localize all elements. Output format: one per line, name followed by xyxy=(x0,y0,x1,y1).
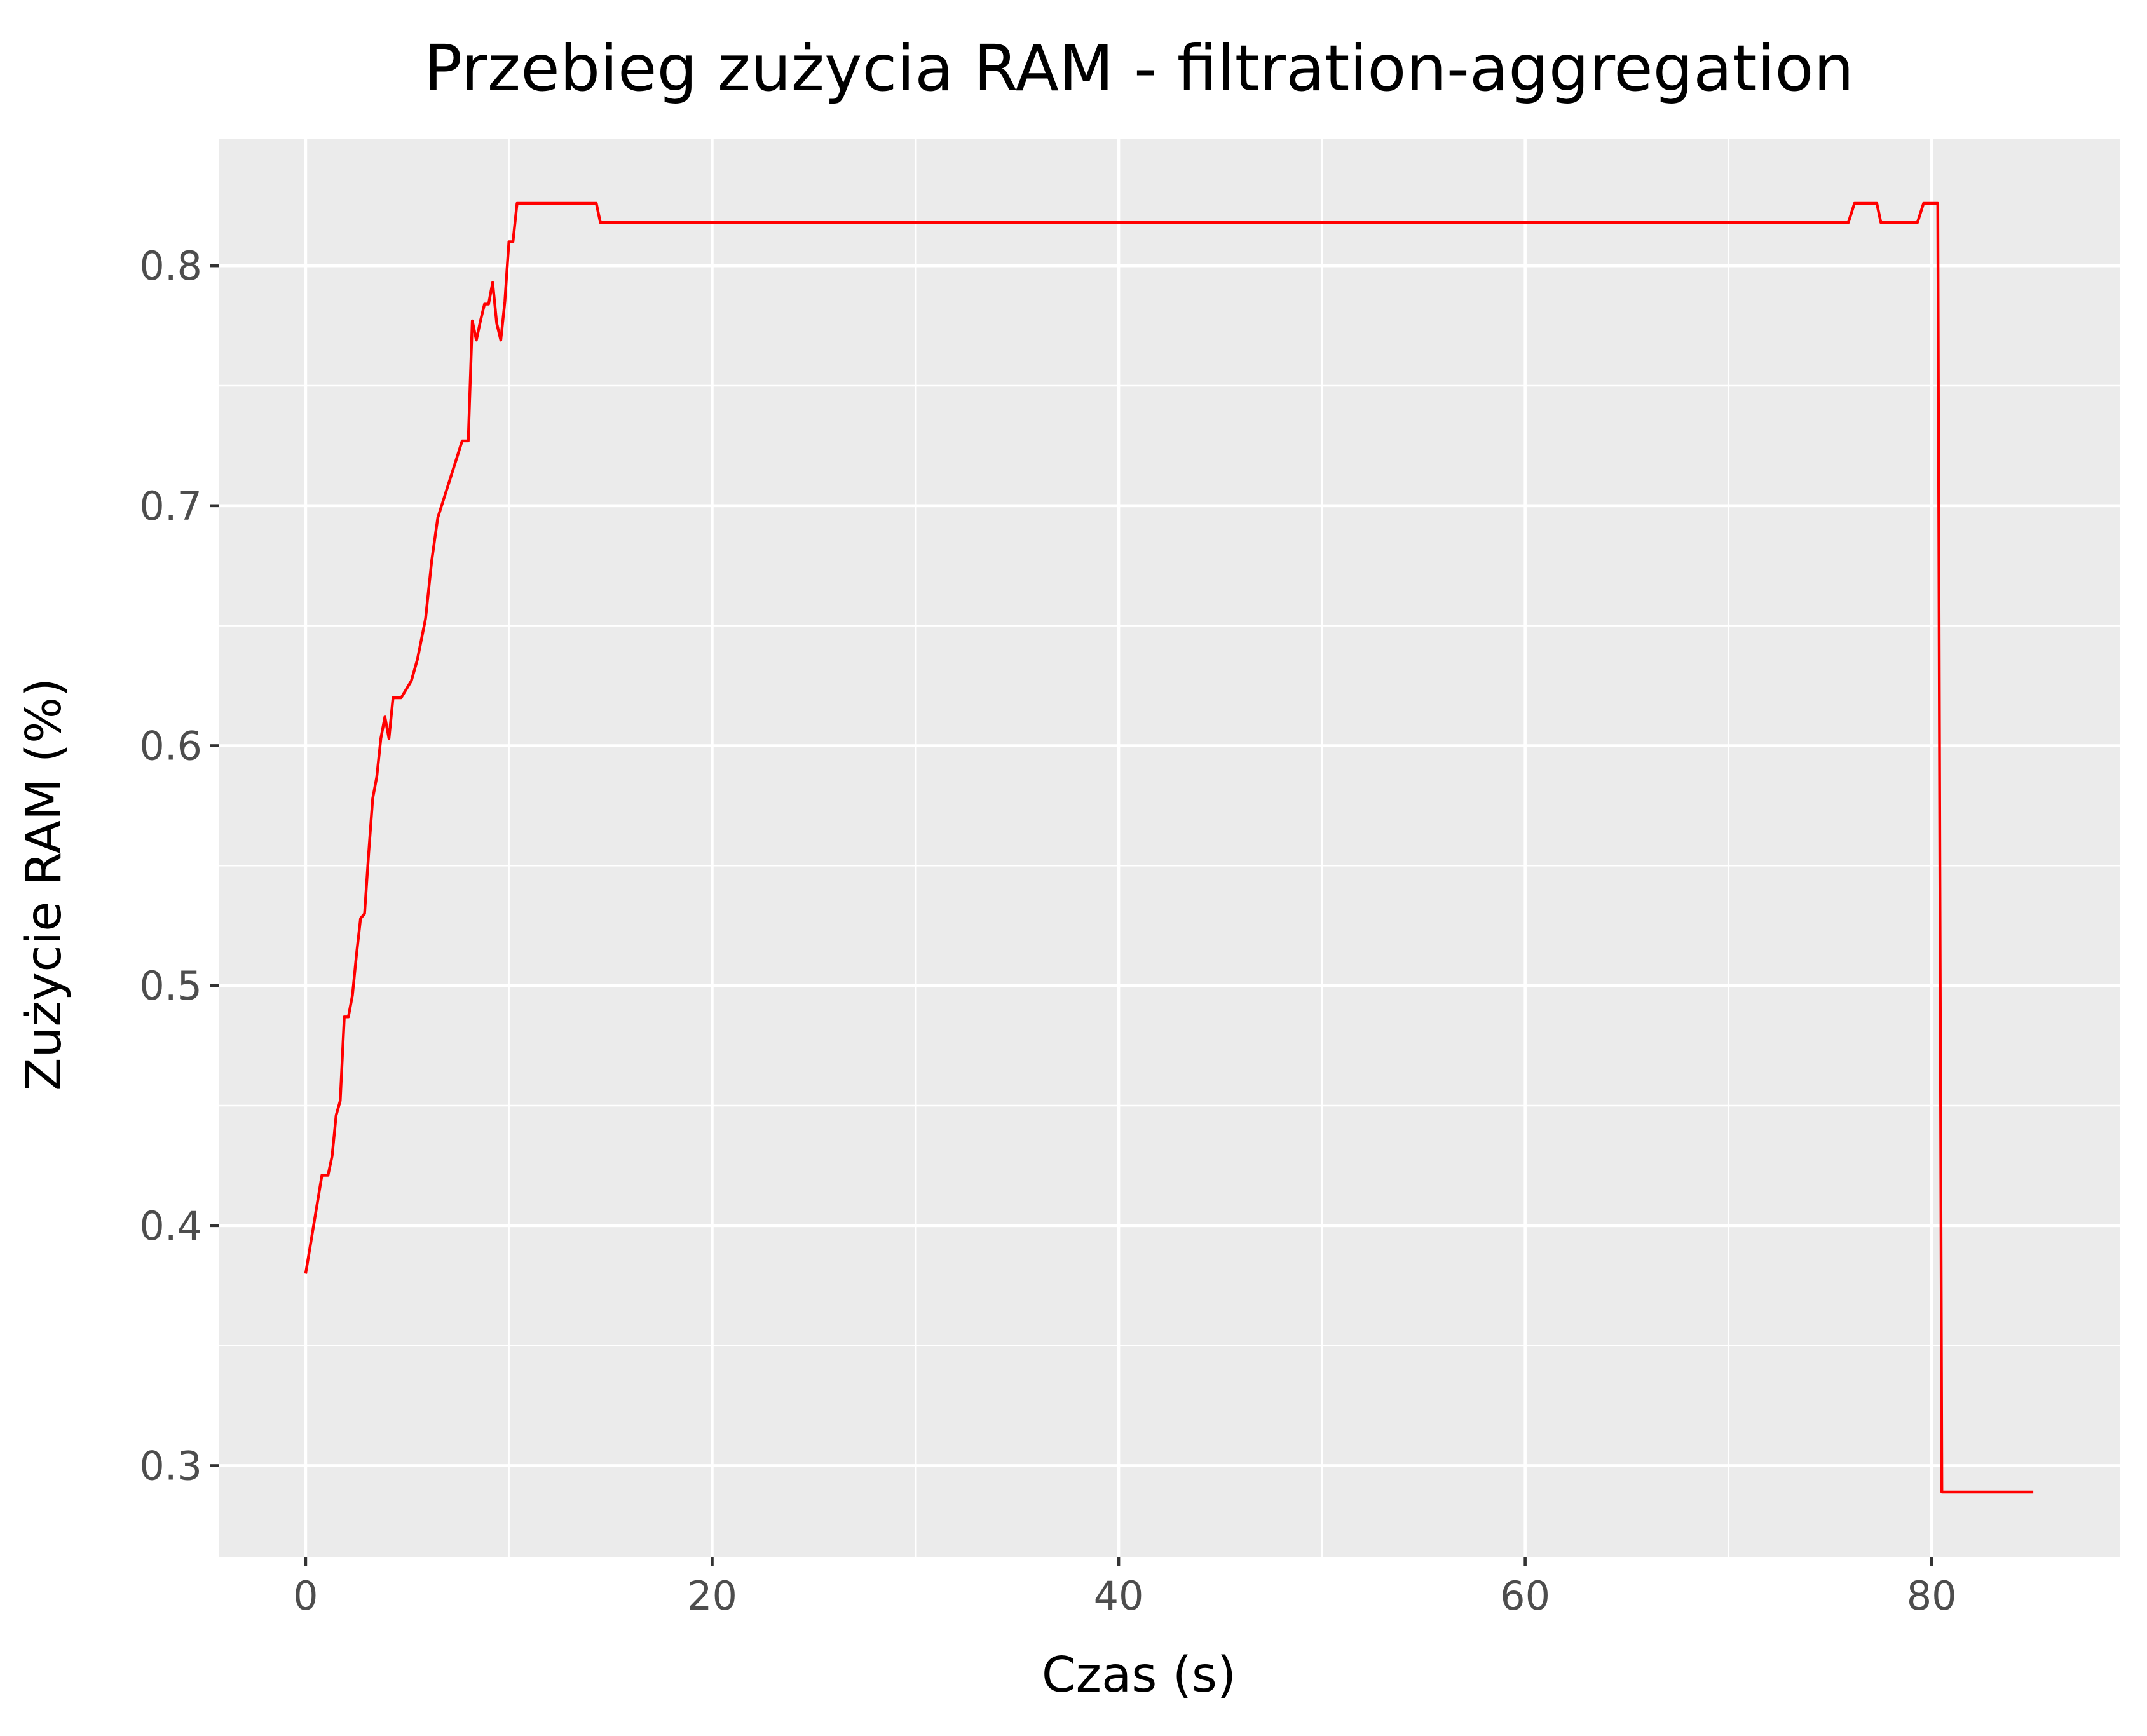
y-tick-label: 0.7 xyxy=(139,483,202,529)
y-tick-label: 0.4 xyxy=(139,1203,202,1249)
y-axis: 0.3 0.4 0.5 0.6 0.7 0.8 xyxy=(139,243,219,1489)
y-tick-label: 0.8 xyxy=(139,243,202,289)
x-tick-label: 80 xyxy=(1907,1573,1957,1619)
y-tick-label: 0.6 xyxy=(139,722,202,769)
y-tick-label: 0.3 xyxy=(139,1442,202,1489)
major-gridlines xyxy=(219,139,2120,1557)
y-tick-label: 0.5 xyxy=(139,963,202,1009)
series-line xyxy=(304,201,2034,1494)
x-axis-title: Czas (s) xyxy=(1042,1647,1236,1704)
chart-title: Przebieg zużycia RAM - filtration-aggreg… xyxy=(424,31,1854,105)
x-tick-label: 40 xyxy=(1094,1573,1144,1619)
minor-gridlines xyxy=(219,139,2120,1557)
plot-panel xyxy=(219,139,2120,1557)
y-axis-title: Zużycie RAM (%) xyxy=(16,678,72,1091)
x-tick-label: 60 xyxy=(1500,1573,1550,1619)
x-tick-label: 20 xyxy=(687,1573,737,1619)
series-layer xyxy=(304,201,2034,1494)
x-tick-label: 0 xyxy=(293,1573,318,1619)
x-axis: 0 20 40 60 80 xyxy=(293,1557,1957,1619)
